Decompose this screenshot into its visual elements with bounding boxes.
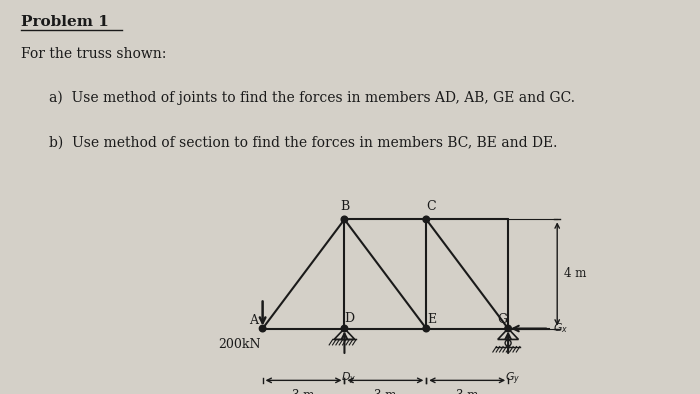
Circle shape — [423, 216, 430, 223]
Text: 3 m: 3 m — [293, 388, 315, 394]
Circle shape — [341, 216, 348, 223]
Text: E: E — [428, 313, 437, 326]
Text: C: C — [426, 201, 436, 214]
Text: B: B — [340, 201, 349, 214]
Text: 4 m: 4 m — [564, 268, 587, 281]
Text: Problem 1: Problem 1 — [21, 15, 109, 29]
Text: $D_y$: $D_y$ — [341, 371, 356, 387]
Text: b)  Use method of section to find the forces in members BC, BE and DE.: b) Use method of section to find the for… — [49, 136, 557, 150]
Circle shape — [505, 325, 512, 332]
Text: 3 m: 3 m — [456, 388, 478, 394]
Text: A: A — [249, 314, 258, 327]
Text: a)  Use method of joints to find the forces in members AD, AB, GE and GC.: a) Use method of joints to find the forc… — [49, 91, 575, 105]
Text: D: D — [344, 312, 354, 325]
Text: $G_y$: $G_y$ — [505, 371, 520, 387]
Text: 200kN: 200kN — [218, 338, 260, 351]
Text: 3 m: 3 m — [374, 388, 396, 394]
Text: $G_x$: $G_x$ — [553, 322, 568, 335]
Text: For the truss shown:: For the truss shown: — [21, 47, 167, 61]
Text: G: G — [497, 313, 507, 326]
Circle shape — [259, 325, 266, 332]
Circle shape — [423, 325, 430, 332]
Circle shape — [341, 325, 348, 332]
